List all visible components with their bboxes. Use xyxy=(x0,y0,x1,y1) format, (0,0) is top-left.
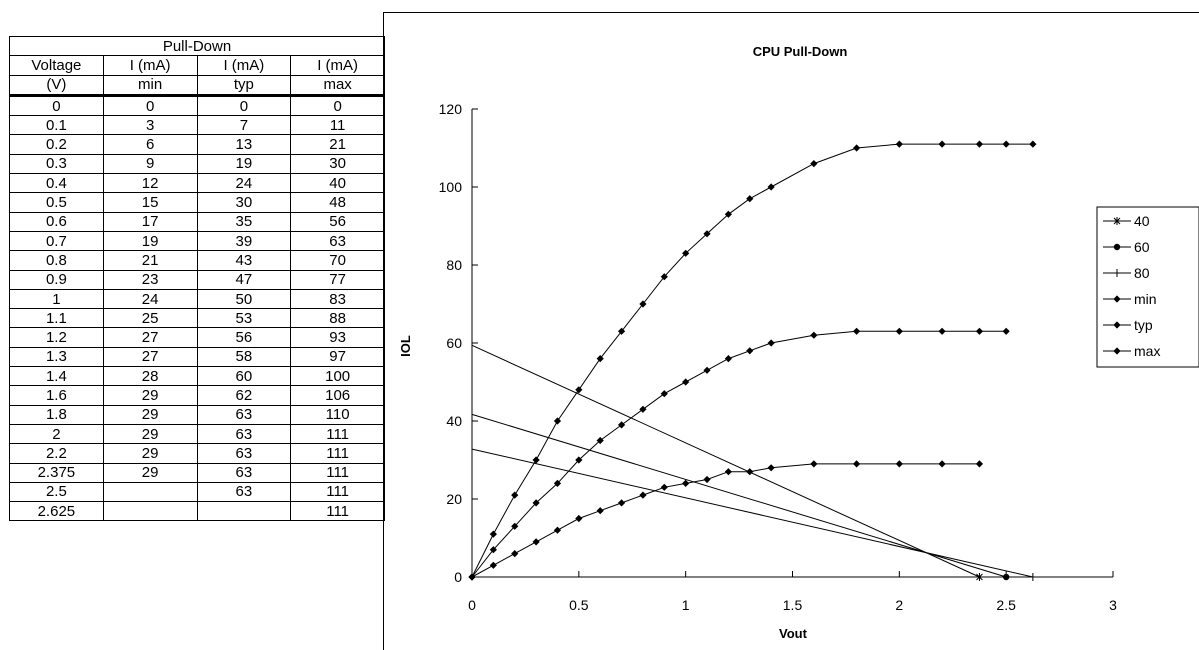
y-tick-label: 80 xyxy=(446,257,462,273)
data-point xyxy=(938,141,945,148)
x-tick-label: 3 xyxy=(1109,597,1117,613)
data-point xyxy=(976,328,983,335)
data-point xyxy=(975,573,983,581)
data-point xyxy=(746,468,753,475)
legend-marker xyxy=(1113,217,1121,225)
legend-label: typ xyxy=(1134,317,1153,333)
x-tick-label: 1 xyxy=(682,597,690,613)
data-point xyxy=(554,527,561,534)
data-point xyxy=(1029,573,1037,581)
y-tick-label: 40 xyxy=(446,413,462,429)
series-min xyxy=(468,460,983,580)
data-point xyxy=(661,390,668,397)
data-point xyxy=(639,406,646,413)
data-point xyxy=(768,464,775,471)
y-tick-label: 20 xyxy=(446,491,462,507)
data-point xyxy=(490,562,497,569)
data-point xyxy=(575,386,582,393)
data-point xyxy=(976,460,983,467)
series-line-max xyxy=(472,144,1033,577)
data-point xyxy=(938,328,945,335)
y-tick-label: 120 xyxy=(439,101,463,117)
x-tick-label: 0.5 xyxy=(569,597,589,613)
data-point xyxy=(533,456,540,463)
data-point xyxy=(853,144,860,151)
data-point xyxy=(554,417,561,424)
x-tick-label: 2 xyxy=(895,597,903,613)
series-line-80 xyxy=(472,449,1033,577)
data-point xyxy=(682,378,689,385)
data-point xyxy=(746,195,753,202)
data-point xyxy=(725,468,732,475)
legend-label: 80 xyxy=(1134,265,1150,281)
series-60 xyxy=(472,414,1009,580)
data-point xyxy=(725,355,732,362)
data-point xyxy=(1003,328,1010,335)
y-tick-label: 100 xyxy=(439,179,463,195)
data-point xyxy=(1029,141,1036,148)
legend-label: 40 xyxy=(1134,213,1150,229)
series-typ xyxy=(468,328,1009,581)
data-point xyxy=(511,492,518,499)
legend-label: max xyxy=(1134,343,1160,359)
data-point xyxy=(597,507,604,514)
y-tick-label: 0 xyxy=(454,569,462,585)
data-point xyxy=(896,328,903,335)
series-max xyxy=(468,141,1036,581)
data-point xyxy=(853,328,860,335)
data-point xyxy=(533,538,540,545)
chart-axes: 0 20 40 60 80 100 120 0 0.5 1 1.5 2 2.5 3 xyxy=(439,101,1117,613)
data-point xyxy=(810,332,817,339)
legend-marker xyxy=(1114,244,1120,250)
data-point xyxy=(896,460,903,467)
legend-label: min xyxy=(1134,291,1157,307)
legend-label: 60 xyxy=(1134,239,1150,255)
data-point xyxy=(682,480,689,487)
data-point xyxy=(938,460,945,467)
data-point xyxy=(810,160,817,167)
series-line-40 xyxy=(472,345,979,577)
data-point xyxy=(1003,141,1010,148)
data-point xyxy=(853,460,860,467)
data-point xyxy=(639,492,646,499)
x-tick-label: 1.5 xyxy=(783,597,803,613)
series-line-typ xyxy=(472,331,1006,577)
data-point xyxy=(511,550,518,557)
data-point xyxy=(1003,574,1009,580)
series-80 xyxy=(472,449,1037,581)
chart-title: CPU Pull-Down xyxy=(753,44,848,59)
data-point xyxy=(703,367,710,374)
y-tick-label: 60 xyxy=(446,335,462,351)
data-point xyxy=(768,183,775,190)
chart-legend: 40 60 80 min typ max xyxy=(1097,207,1199,367)
x-tick-label: 2.5 xyxy=(996,597,1016,613)
data-point xyxy=(896,141,903,148)
data-point xyxy=(703,476,710,483)
data-point xyxy=(746,347,753,354)
x-tick-label: 0 xyxy=(468,597,476,613)
data-point xyxy=(575,515,582,522)
data-point xyxy=(618,499,625,506)
series-line-min xyxy=(472,464,979,577)
data-point xyxy=(810,460,817,467)
data-point xyxy=(661,484,668,491)
data-point xyxy=(976,141,983,148)
y-axis-label: IOL xyxy=(398,335,413,357)
chart-series xyxy=(468,141,1036,582)
data-point xyxy=(618,421,625,428)
data-point xyxy=(490,531,497,538)
x-axis-label: Vout xyxy=(779,626,808,641)
data-point xyxy=(768,339,775,346)
series-40 xyxy=(472,345,983,581)
